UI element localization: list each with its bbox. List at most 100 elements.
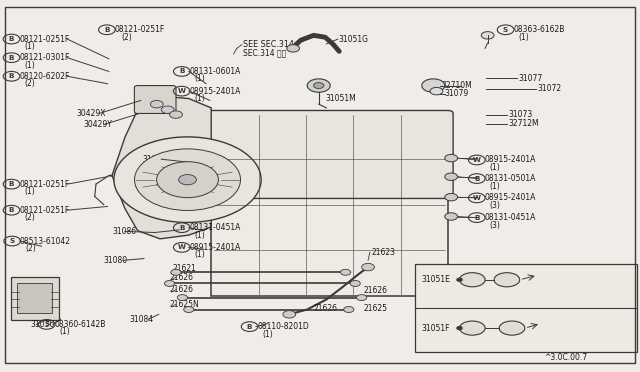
Bar [415,264,637,352]
Circle shape [164,280,175,286]
Circle shape [356,295,367,301]
Text: 32710M: 32710M [442,81,472,90]
Text: B: B [9,207,14,213]
Text: B: B [9,36,14,42]
Circle shape [170,111,182,118]
Text: SEE SEC.314: SEE SEC.314 [243,40,294,49]
Text: 31080: 31080 [104,256,128,265]
Text: 30429X: 30429X [77,109,106,118]
Text: 31051F: 31051F [421,324,450,333]
Circle shape [340,269,351,275]
Text: 31086: 31086 [112,227,136,236]
Circle shape [287,45,300,52]
Circle shape [150,100,163,108]
Bar [211,113,448,296]
Text: 08915-2401A: 08915-2401A [189,87,241,96]
Text: 31051M: 31051M [325,94,356,103]
Text: 21625N: 21625N [170,300,199,309]
Text: 08915-2401A: 08915-2401A [484,155,536,164]
Text: 31084: 31084 [129,315,154,324]
Text: 08110-8201D: 08110-8201D [257,322,309,331]
Bar [17,283,52,313]
Circle shape [350,280,360,286]
Text: 32712M: 32712M [508,119,539,128]
Circle shape [114,137,261,222]
Text: 08121-0301F: 08121-0301F [19,53,70,62]
Text: W: W [473,157,481,163]
Text: 08513-61042: 08513-61042 [20,237,71,246]
Text: 08131-0451A: 08131-0451A [189,223,241,232]
Circle shape [457,278,462,281]
Text: B: B [474,176,479,182]
Text: 08131-0451A: 08131-0451A [484,213,536,222]
Text: ^3.0C.00.7: ^3.0C.00.7 [544,353,587,362]
Ellipse shape [499,321,525,335]
Text: 08131-0601A: 08131-0601A [189,67,241,76]
Text: (1): (1) [60,327,70,336]
Text: (1): (1) [490,182,500,190]
Text: 08120-6202F: 08120-6202F [19,72,70,81]
Text: 31073: 31073 [508,110,532,119]
Text: B: B [9,181,14,187]
Text: 21626: 21626 [364,286,388,295]
Text: (1): (1) [24,61,35,70]
Text: 31051E: 31051E [421,275,450,284]
Text: SEC.314 参照: SEC.314 参照 [243,48,287,57]
Text: (1): (1) [262,330,273,339]
Text: 31077: 31077 [518,74,543,83]
Text: 08121-0251F: 08121-0251F [115,25,165,34]
Text: 08360-6142B: 08360-6142B [54,320,106,329]
Text: (2): (2) [25,244,36,253]
Text: 30429Y: 30429Y [83,120,112,129]
Circle shape [179,174,196,185]
Circle shape [184,307,194,312]
Text: 08363-6162B: 08363-6162B [513,25,564,34]
Text: B: B [474,215,479,221]
FancyBboxPatch shape [134,86,176,113]
Text: B: B [179,68,184,74]
Text: (1): (1) [518,33,529,42]
Circle shape [445,193,458,201]
Text: 31042: 31042 [142,171,166,180]
Text: 21626: 21626 [314,304,338,312]
Text: W: W [178,88,186,94]
Circle shape [344,307,354,312]
Text: (2): (2) [121,33,132,42]
Text: (1): (1) [195,231,205,240]
Text: 21621: 21621 [173,264,196,273]
Circle shape [445,173,458,180]
Text: (1): (1) [195,94,205,103]
Circle shape [422,79,445,92]
FancyBboxPatch shape [206,110,453,199]
Text: 08915-2401A: 08915-2401A [484,193,536,202]
Ellipse shape [460,273,485,287]
Text: S: S [503,27,508,33]
Text: 21625: 21625 [364,304,388,312]
Circle shape [161,106,174,113]
Circle shape [481,32,494,39]
Circle shape [283,311,296,318]
Bar [11,277,59,320]
Text: 21626: 21626 [170,273,194,282]
Circle shape [177,295,188,301]
Circle shape [430,87,443,95]
Circle shape [362,263,374,271]
Circle shape [457,327,462,330]
Text: 21623: 21623 [371,248,396,257]
Text: (3): (3) [490,201,500,210]
Text: 31009: 31009 [142,155,166,164]
Text: (3): (3) [490,221,500,230]
Text: B: B [179,225,184,231]
Ellipse shape [460,321,485,335]
Text: S: S [10,238,15,244]
Text: 31051G: 31051G [338,35,368,44]
Text: 08915-2401A: 08915-2401A [189,243,241,252]
Circle shape [171,269,181,275]
Text: S: S [44,321,49,327]
Text: B: B [9,73,14,79]
Text: B: B [247,324,252,330]
Text: 08131-0501A: 08131-0501A [484,174,536,183]
Circle shape [134,149,241,211]
Text: (2): (2) [24,213,35,222]
Text: (1): (1) [24,187,35,196]
